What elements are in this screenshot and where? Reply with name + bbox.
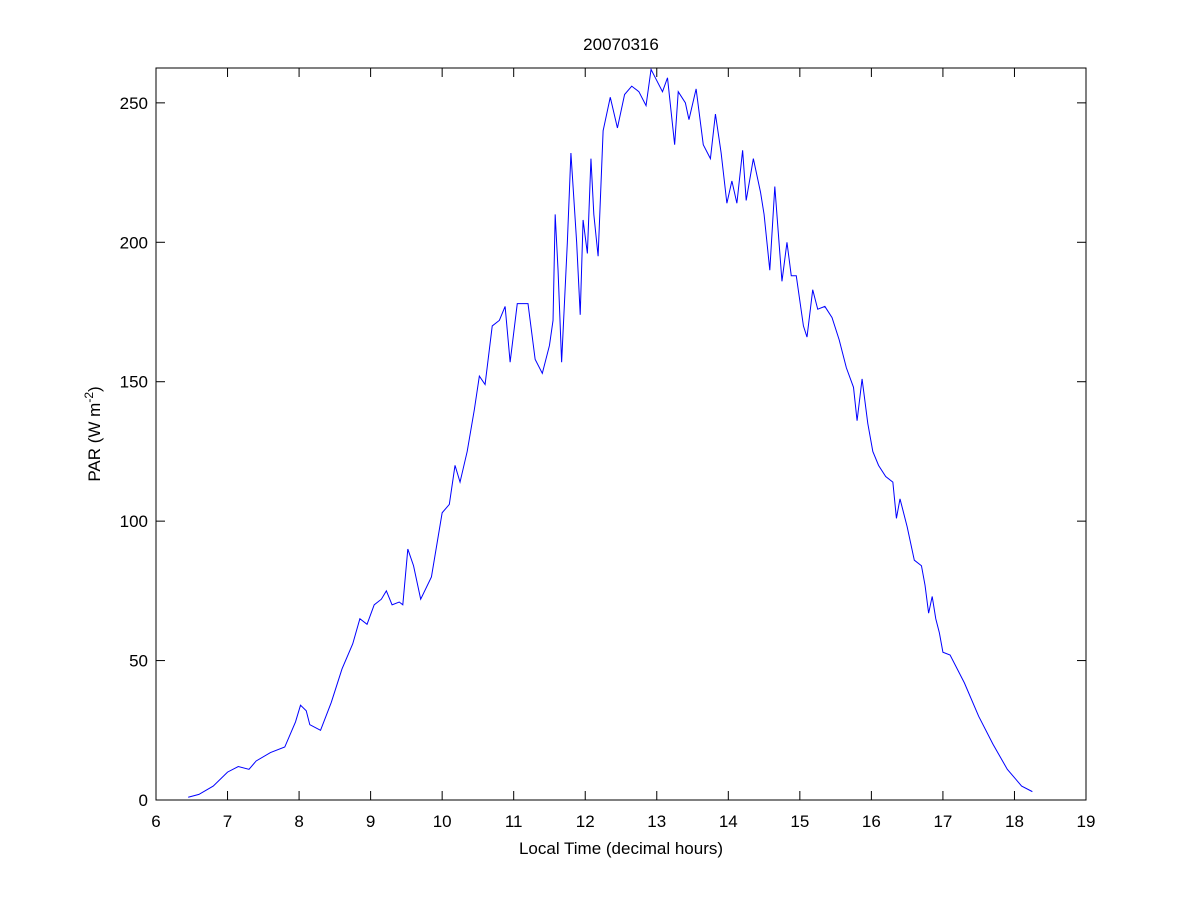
y-axis-label-superscript: -2 — [82, 392, 96, 403]
x-tick-label: 19 — [1077, 812, 1096, 831]
x-axis-label: Local Time (decimal hours) — [519, 839, 723, 858]
y-tick-label: 200 — [120, 233, 148, 252]
y-tick-label: 150 — [120, 373, 148, 392]
y-axis-label: PAR (W m-2) — [82, 386, 104, 481]
y-axis-label-suffix: ) — [85, 386, 104, 392]
x-tick-label: 16 — [862, 812, 881, 831]
x-tick-label: 18 — [1005, 812, 1024, 831]
x-tick-label: 15 — [790, 812, 809, 831]
x-tick-label: 6 — [151, 812, 160, 831]
plot-area — [155, 67, 1087, 801]
x-tick-label: 13 — [647, 812, 666, 831]
x-tick-label: 8 — [294, 812, 303, 831]
y-tick-label: 100 — [120, 512, 148, 531]
chart-title: 20070316 — [583, 35, 659, 54]
x-tick-label: 14 — [719, 812, 738, 831]
x-tick-label: 7 — [223, 812, 232, 831]
x-tick-label: 11 — [505, 812, 523, 831]
y-tick-label: 50 — [129, 652, 148, 671]
data-line — [188, 67, 1033, 798]
x-tick-label: 10 — [433, 812, 452, 831]
y-axis-label-text: PAR (W m — [85, 403, 104, 482]
x-tick-label: 12 — [576, 812, 595, 831]
x-tick-label: 17 — [933, 812, 952, 831]
x-tick-label: 9 — [366, 812, 375, 831]
y-tick-label: 250 — [120, 94, 148, 113]
y-tick-label: 0 — [139, 791, 148, 810]
